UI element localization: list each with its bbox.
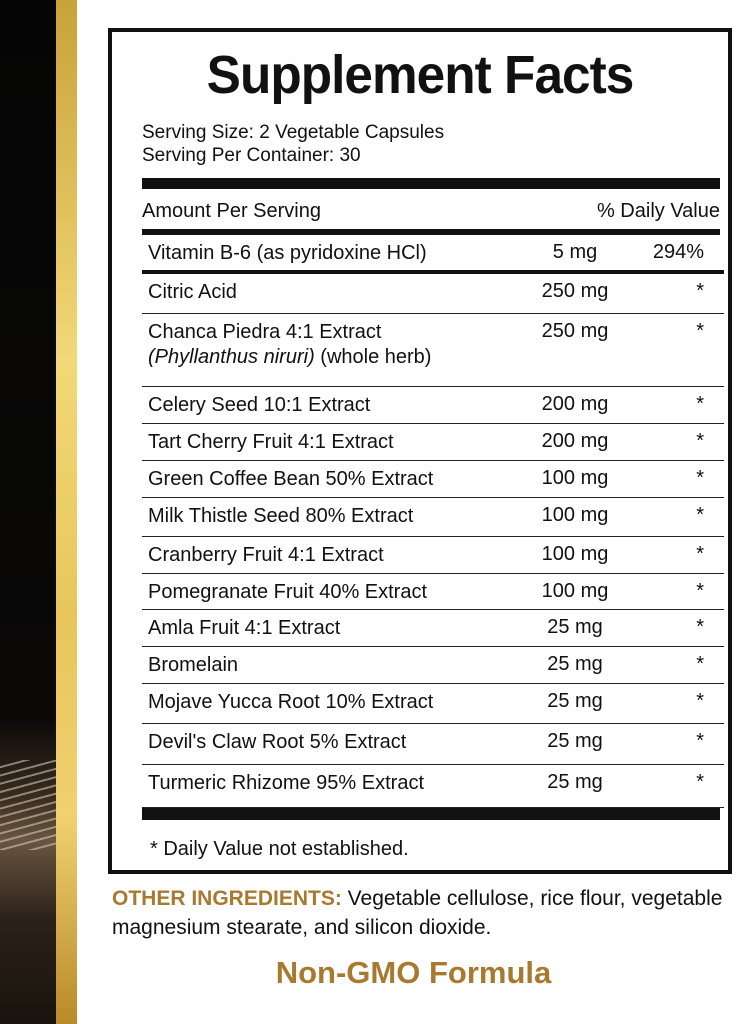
ingredient-dv: * [696, 653, 704, 675]
ingredient-dv: * [696, 280, 704, 302]
ingredient-name: Celery Seed 10:1 Extract [148, 394, 371, 416]
ingredient-name: Amla Fruit 4:1 Extract [148, 617, 341, 639]
ingredient-dv: * [696, 730, 704, 752]
ingredient-row: Bromelain 25 mg * [142, 647, 724, 684]
ingredient-name: Turmeric Rhizome 95% Extract [148, 772, 424, 794]
supplement-facts-panel: Supplement Facts Serving Size: 2 Vegetab… [108, 28, 732, 874]
ingredient-name: Green Coffee Bean 50% Extract [148, 468, 434, 490]
ingredient-amount: 5 mg [552, 241, 598, 263]
ingredient-dv: * [696, 320, 704, 342]
ingredient-row: Amla Fruit 4:1 Extract 25 mg * [142, 610, 724, 647]
ingredient-row: Pomegranate Fruit 40% Extract 100 mg * [142, 574, 724, 610]
ingredient-amount: 100 mg [541, 580, 609, 602]
ingredient-amount: 25 mg [547, 730, 603, 752]
ingredient-row: Devil's Claw Root 5% Extract 25 mg * [142, 724, 724, 765]
ingredient-amount: 25 mg [547, 653, 603, 675]
ingredient-row: Vitamin B-6 (as pyridoxine HCl) 5 mg 294% [142, 235, 724, 274]
ingredient-amount: 25 mg [547, 616, 603, 638]
panel-title: Supplement Facts [206, 45, 635, 105]
ingredient-row: Cranberry Fruit 4:1 Extract 100 mg * [142, 537, 724, 574]
other-ingredients-text: Vegetable cellulose, rice flour, vegetab… [112, 887, 723, 939]
ingredient-amount: 25 mg [547, 771, 603, 793]
ingredient-row: Chanca Piedra 4:1 Extract (Phyllanthus ni… [142, 314, 724, 387]
ingredient-row: Turmeric Rhizome 95% Extract 25 mg * [142, 765, 724, 808]
gold-stripe [56, 0, 77, 1024]
ingredient-amount: 100 mg [541, 504, 609, 526]
ingredient-dv: * [696, 580, 704, 602]
ingredient-name: Tart Cherry Fruit 4:1 Extract [148, 431, 394, 453]
ingredient-amount: 250 mg [541, 280, 609, 302]
ingredient-name: Citric Acid [148, 281, 237, 303]
divider-thick [142, 178, 720, 189]
ingredient-name: Pomegranate Fruit 40% Extract [148, 581, 428, 603]
ingredient-row: Citric Acid 250 mg * [142, 274, 724, 314]
ingredient-row: Green Coffee Bean 50% Extract 100 mg * [142, 461, 724, 498]
ingredient-name: Mojave Yucca Root 10% Extract [148, 691, 434, 713]
ingredient-row: Mojave Yucca Root 10% Extract 25 mg * [142, 684, 724, 724]
ingredient-dv: * [696, 504, 704, 526]
ingredient-part: (whole herb) [314, 346, 432, 368]
amount-header: Amount Per Serving [142, 200, 321, 222]
ingredient-name: Vitamin B-6 (as pyridoxine HCl) [148, 242, 427, 264]
ingredient-latin-name: (Phyllanthus niruri) [148, 346, 315, 368]
ingredient-amount: 25 mg [547, 690, 603, 712]
ingredient-row: Milk Thistle Seed 80% Extract 100 mg * [142, 498, 724, 537]
divider-medium [142, 229, 720, 235]
ingredient-amount: 250 mg [541, 320, 609, 342]
other-ingredients: OTHER INGREDIENTS: Vegetable cellulose, … [112, 884, 750, 942]
divider-thick-bottom [142, 808, 720, 820]
ingredient-dv: * [696, 467, 704, 489]
ingredient-name: Milk Thistle Seed 80% Extract [148, 505, 414, 527]
ingredient-dv: * [696, 543, 704, 565]
ingredient-dv: * [696, 616, 704, 638]
ingredient-name: Cranberry Fruit 4:1 Extract [148, 544, 384, 566]
serving-per-container: Serving Per Container: 30 [142, 145, 361, 166]
ingredient-dv: * [696, 690, 704, 712]
ingredient-dv: * [696, 771, 704, 793]
ingredient-row: Celery Seed 10:1 Extract 200 mg * [142, 387, 724, 424]
ingredient-dv: 294% [652, 241, 704, 263]
dv-header: % Daily Value [596, 200, 720, 222]
other-ingredients-label: OTHER INGREDIENTS: [112, 887, 342, 910]
footnote: * Daily Value not established. [150, 838, 409, 860]
ingredient-dv: * [696, 393, 704, 415]
ingredient-amount: 200 mg [541, 430, 609, 452]
ingredient-dv: * [696, 430, 704, 452]
non-gmo-label: Non-GMO Formula [275, 955, 552, 990]
ingredient-name: Bromelain [148, 654, 239, 676]
ingredient-row: Tart Cherry Fruit 4:1 Extract 200 mg * [142, 424, 724, 461]
ingredient-amount: 100 mg [541, 467, 609, 489]
ingredient-name: Devil's Claw Root 5% Extract [148, 731, 407, 753]
background-image-dark [0, 0, 56, 1024]
ingredient-amount: 200 mg [541, 393, 609, 415]
ingredient-amount: 100 mg [541, 543, 609, 565]
serving-size: Serving Size: 2 Vegetable Capsules [142, 122, 445, 143]
ingredient-name: Chanca Piedra 4:1 Extract [148, 321, 382, 343]
